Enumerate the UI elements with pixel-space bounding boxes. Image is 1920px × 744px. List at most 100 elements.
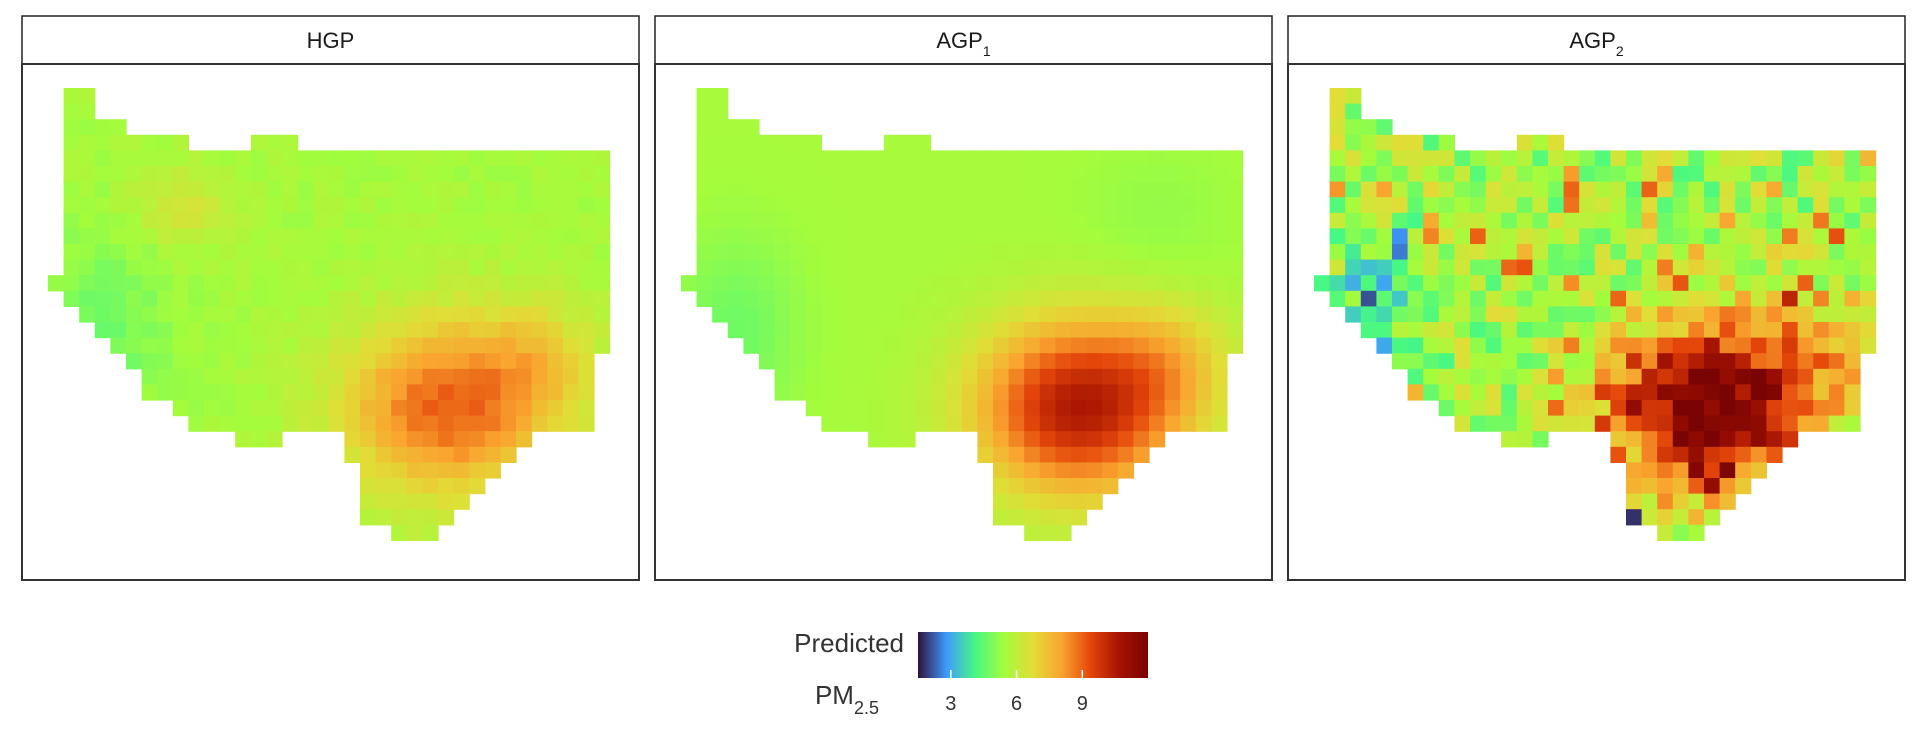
heatmap-cell [1071, 275, 1088, 292]
heatmap-cell [1102, 244, 1119, 261]
heatmap-cell [1766, 212, 1783, 229]
heatmap-cell [1008, 478, 1025, 495]
heatmap-cell [1149, 275, 1166, 292]
heatmap-cell [94, 134, 111, 151]
heatmap-cell [516, 290, 533, 307]
heatmap-cell [1688, 306, 1705, 323]
heatmap-cell [1211, 306, 1228, 323]
heatmap-cell [406, 384, 423, 401]
heatmap-cell [1626, 446, 1643, 463]
heatmap-cell [1345, 166, 1362, 183]
heatmap-cell [1024, 524, 1041, 541]
heatmap-cell [1704, 212, 1721, 229]
heatmap-cell [516, 368, 533, 385]
heatmap-cell [578, 400, 595, 417]
heatmap-cell [1180, 150, 1197, 167]
heatmap-cell [1133, 400, 1150, 417]
heatmap-cell [282, 368, 299, 385]
heatmap-cell [1657, 181, 1674, 198]
heatmap-cell [977, 275, 994, 292]
heatmap-cell [1813, 181, 1830, 198]
heatmap-cell [469, 212, 486, 229]
heatmap-cell [282, 353, 299, 370]
heatmap-cell [126, 275, 143, 292]
heatmap-cell [868, 415, 885, 432]
heatmap-cell [235, 400, 252, 417]
heatmap-cell [282, 306, 299, 323]
heatmap-cell [1117, 275, 1134, 292]
heatmap-cell [1766, 384, 1783, 401]
heatmap-cell [1610, 431, 1627, 448]
heatmap-cell [375, 337, 392, 354]
heatmap-cell [1735, 150, 1752, 167]
heatmap-cell [157, 259, 174, 276]
heatmap-cell [1594, 384, 1611, 401]
heatmap-cell [1314, 275, 1331, 292]
heatmap-cell [1563, 322, 1580, 339]
heatmap-cell [1071, 181, 1088, 198]
heatmap-cell [297, 353, 314, 370]
heatmap-cell [297, 337, 314, 354]
heatmap-cell [852, 197, 869, 214]
heatmap-cell [484, 431, 501, 448]
heatmap-cell [266, 212, 283, 229]
heatmap-cell [1195, 275, 1212, 292]
heatmap-cell [1766, 181, 1783, 198]
heatmap-cell [219, 228, 236, 245]
heatmap-cell [1392, 150, 1409, 167]
heatmap-cell [915, 259, 932, 276]
heatmap-cell [126, 322, 143, 339]
heatmap-cell [1008, 150, 1025, 167]
heatmap-cell [1782, 290, 1799, 307]
heatmap-cell [500, 197, 517, 214]
heatmap-cell [63, 244, 80, 261]
heatmap-cell [391, 431, 408, 448]
heatmap-cell [1782, 353, 1799, 370]
heatmap-cell [391, 384, 408, 401]
heatmap-cell [126, 150, 143, 167]
heatmap-cell [1735, 244, 1752, 261]
heatmap-cell [1438, 400, 1455, 417]
heatmap-cell [1844, 259, 1861, 276]
heatmap-cell [1086, 275, 1103, 292]
heatmap-cell [899, 275, 916, 292]
heatmap-cell [422, 353, 439, 370]
heatmap-cell [94, 228, 111, 245]
heatmap-cell [868, 431, 885, 448]
heatmap-cell [1055, 446, 1072, 463]
heatmap-cell [1180, 306, 1197, 323]
heatmap-cell [1149, 368, 1166, 385]
heatmap-cell [1797, 275, 1814, 292]
heatmap-cell [915, 337, 932, 354]
heatmap-cell [484, 150, 501, 167]
heatmap-cell [578, 384, 595, 401]
heatmap-cell [328, 400, 345, 417]
heatmap-cell [1329, 244, 1346, 261]
heatmap-cell [1117, 384, 1134, 401]
heatmap-cell [961, 353, 978, 370]
heatmap-cell [852, 400, 869, 417]
facet-agp1: AGP1 [654, 15, 1273, 581]
heatmap-cell [531, 150, 548, 167]
heatmap-cell [821, 259, 838, 276]
heatmap-cell [172, 337, 189, 354]
heatmap-cell [516, 181, 533, 198]
heatmap-cell [438, 353, 455, 370]
heatmap-cell [375, 290, 392, 307]
heatmap-cell [1102, 400, 1119, 417]
heatmap-cell [1039, 337, 1056, 354]
heatmap-cell [1579, 306, 1596, 323]
heatmap-cell [94, 150, 111, 167]
heatmap-cell [157, 244, 174, 261]
heatmap-cell [868, 384, 885, 401]
heatmap-cell [172, 134, 189, 151]
heatmap-cell [79, 150, 96, 167]
heatmap-cell [805, 181, 822, 198]
heatmap-cell [406, 181, 423, 198]
heatmap-cell [266, 166, 283, 183]
heatmap-cell [1485, 150, 1502, 167]
heatmap-cell [1407, 368, 1424, 385]
heatmap-cell [422, 446, 439, 463]
heatmap-cell [1563, 166, 1580, 183]
heatmap-cell [1641, 415, 1658, 432]
